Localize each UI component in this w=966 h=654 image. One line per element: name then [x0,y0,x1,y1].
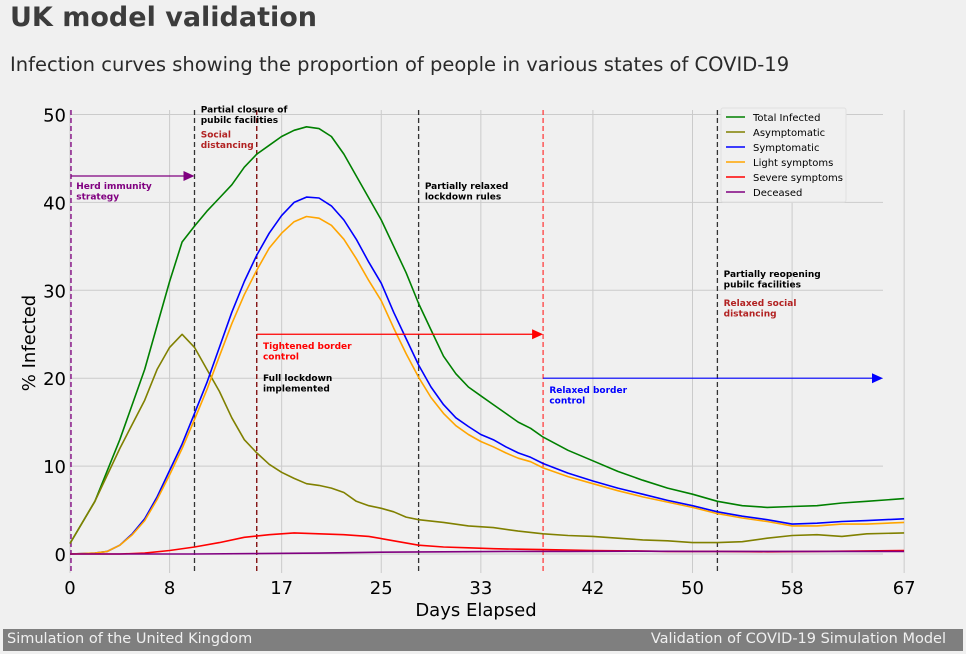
x-tick-label: 0 [64,578,75,599]
y-tick-label: 30 [43,281,66,302]
series-line [69,126,905,544]
legend-label: Asymptomatic [753,128,825,139]
event-annotation: Social distancing [201,130,254,151]
series-line [69,333,905,544]
legend-label: Light symptoms [753,158,833,169]
annotation-line: distancing [724,310,777,320]
x-tick-label: 33 [469,578,492,599]
annotation-line: Relaxed social [724,299,797,309]
x-tick-label: 67 [893,578,916,599]
annotation-line: Tightened border [263,342,352,352]
series-line [70,550,905,555]
tick-labels: 0 8 17 25 33 42 50 58 67 0 10 20 30 40 50 [43,106,916,600]
event-annotation: Relaxed social distancing [724,299,797,320]
footer-bar: Simulation of the United Kingdom Validat… [3,629,963,651]
annotation-line: Partial closure of [201,106,288,116]
annotation-line: implemented [263,384,330,394]
annotation-line: distancing [201,141,254,151]
legend-label: Total Infected [752,113,820,124]
legend-box [720,107,847,203]
legend-label: Symptomatic [753,143,819,154]
y-tick-label: 0 [55,545,66,566]
y-tick-label: 20 [43,369,66,390]
event-annotation: Full lockdown implemented [263,374,332,395]
chart-title: UK model validation [10,2,318,33]
chart-subtitle: Infection curves showing the proportion … [10,53,790,76]
x-tick-label: 17 [270,578,293,599]
y-tick-label: 50 [43,106,66,127]
annotation-line: Relaxed border [549,386,627,396]
annotation-line: strategy [76,193,119,203]
x-tick-label: 42 [581,578,604,599]
annotation-line: control [263,353,299,363]
x-axis-label: Days Elapsed [415,600,536,621]
annotation-line: Social [201,130,231,140]
event-arrows [71,171,883,384]
arrow-head [532,329,544,340]
annotation-line: Herd immunity [76,182,152,192]
y-tick-label: 10 [43,457,66,478]
event-annotation: Partially reopening pubilc facilities [724,270,821,291]
annotation-line: Partially relaxed [425,182,509,192]
event-annotation: Herd immunity strategy [76,182,152,203]
legend-label: Deceased [753,188,802,199]
annotation-line: lockdown rules [425,193,501,203]
x-tick-label: 50 [681,578,704,599]
x-tick-label: 25 [370,578,393,599]
footer-right-text: Validation of COVID-19 Simulation Model [650,631,946,647]
legend-label: Severe symptoms [753,173,843,184]
event-annotation: Partial closure of pubilc facilities [201,106,288,127]
legend: Total Infected Asymptomatic Symptomatic Lig… [720,107,847,203]
arrow-head [872,373,883,384]
y-tick-label: 40 [43,193,66,214]
series-line [69,215,905,555]
annotation-line: pubilc facilities [201,116,278,126]
event-annotation: Relaxed border control [549,386,627,407]
x-tick-label: 58 [781,578,804,599]
annotation-line: Partially reopening [724,270,821,280]
event-annotation: Tightened border control [263,342,352,363]
series-line [69,196,905,555]
annotation-line: control [549,397,585,407]
event-lines [70,110,719,573]
annotation-line: pubilc facilities [724,281,801,291]
series-lines [69,126,905,555]
x-tick-label: 8 [164,578,175,599]
annotation-line: Full lockdown [263,374,332,384]
y-axis-label: % Infected [19,295,40,391]
footer-left-text: Simulation of the United Kingdom [7,631,253,647]
arrow-head [183,171,195,182]
event-annotation: Partially relaxed lockdown rules [425,182,509,203]
